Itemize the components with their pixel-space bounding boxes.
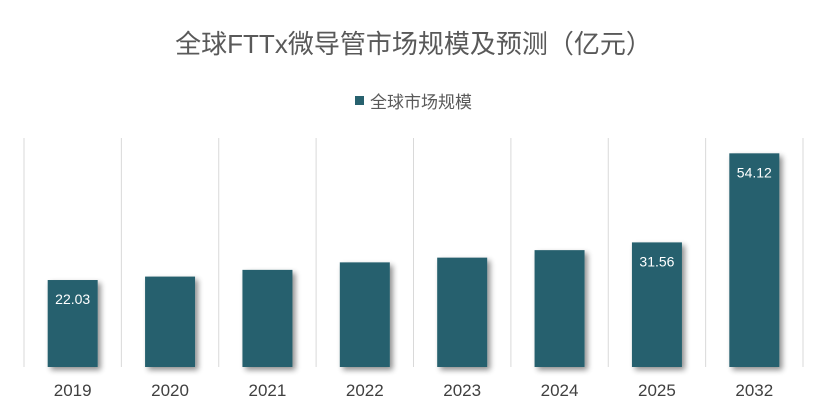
x-tick-label: 2022: [346, 381, 384, 400]
legend-swatch: [355, 96, 364, 105]
bar-2022: [339, 262, 390, 367]
bar-2021: [242, 269, 293, 367]
x-tick-label: 2023: [443, 381, 481, 400]
bar-2024: [534, 250, 585, 367]
x-tick-label: 2019: [54, 381, 92, 400]
legend-label: 全球市场规模: [370, 93, 472, 112]
data-label-2019: 22.03: [55, 291, 90, 307]
x-tick-label: 2025: [638, 381, 676, 400]
x-tick-label: 2021: [249, 381, 287, 400]
bar-2019: [47, 280, 98, 367]
bar-2032: [729, 153, 780, 367]
bar-2023: [437, 257, 488, 367]
data-label-2025: 31.56: [639, 253, 674, 269]
chart-title: 全球FTTx微导管市场规模及预测（亿元）: [175, 29, 652, 59]
legend: 全球市场规模: [0, 88, 827, 113]
x-tick-label: 2032: [735, 381, 773, 400]
bar-2025: [631, 242, 682, 367]
data-label-2032: 54.12: [737, 164, 772, 180]
bar-2020: [145, 276, 196, 367]
x-tick-label: 2020: [151, 381, 189, 400]
x-tick-label: 2024: [541, 381, 579, 400]
